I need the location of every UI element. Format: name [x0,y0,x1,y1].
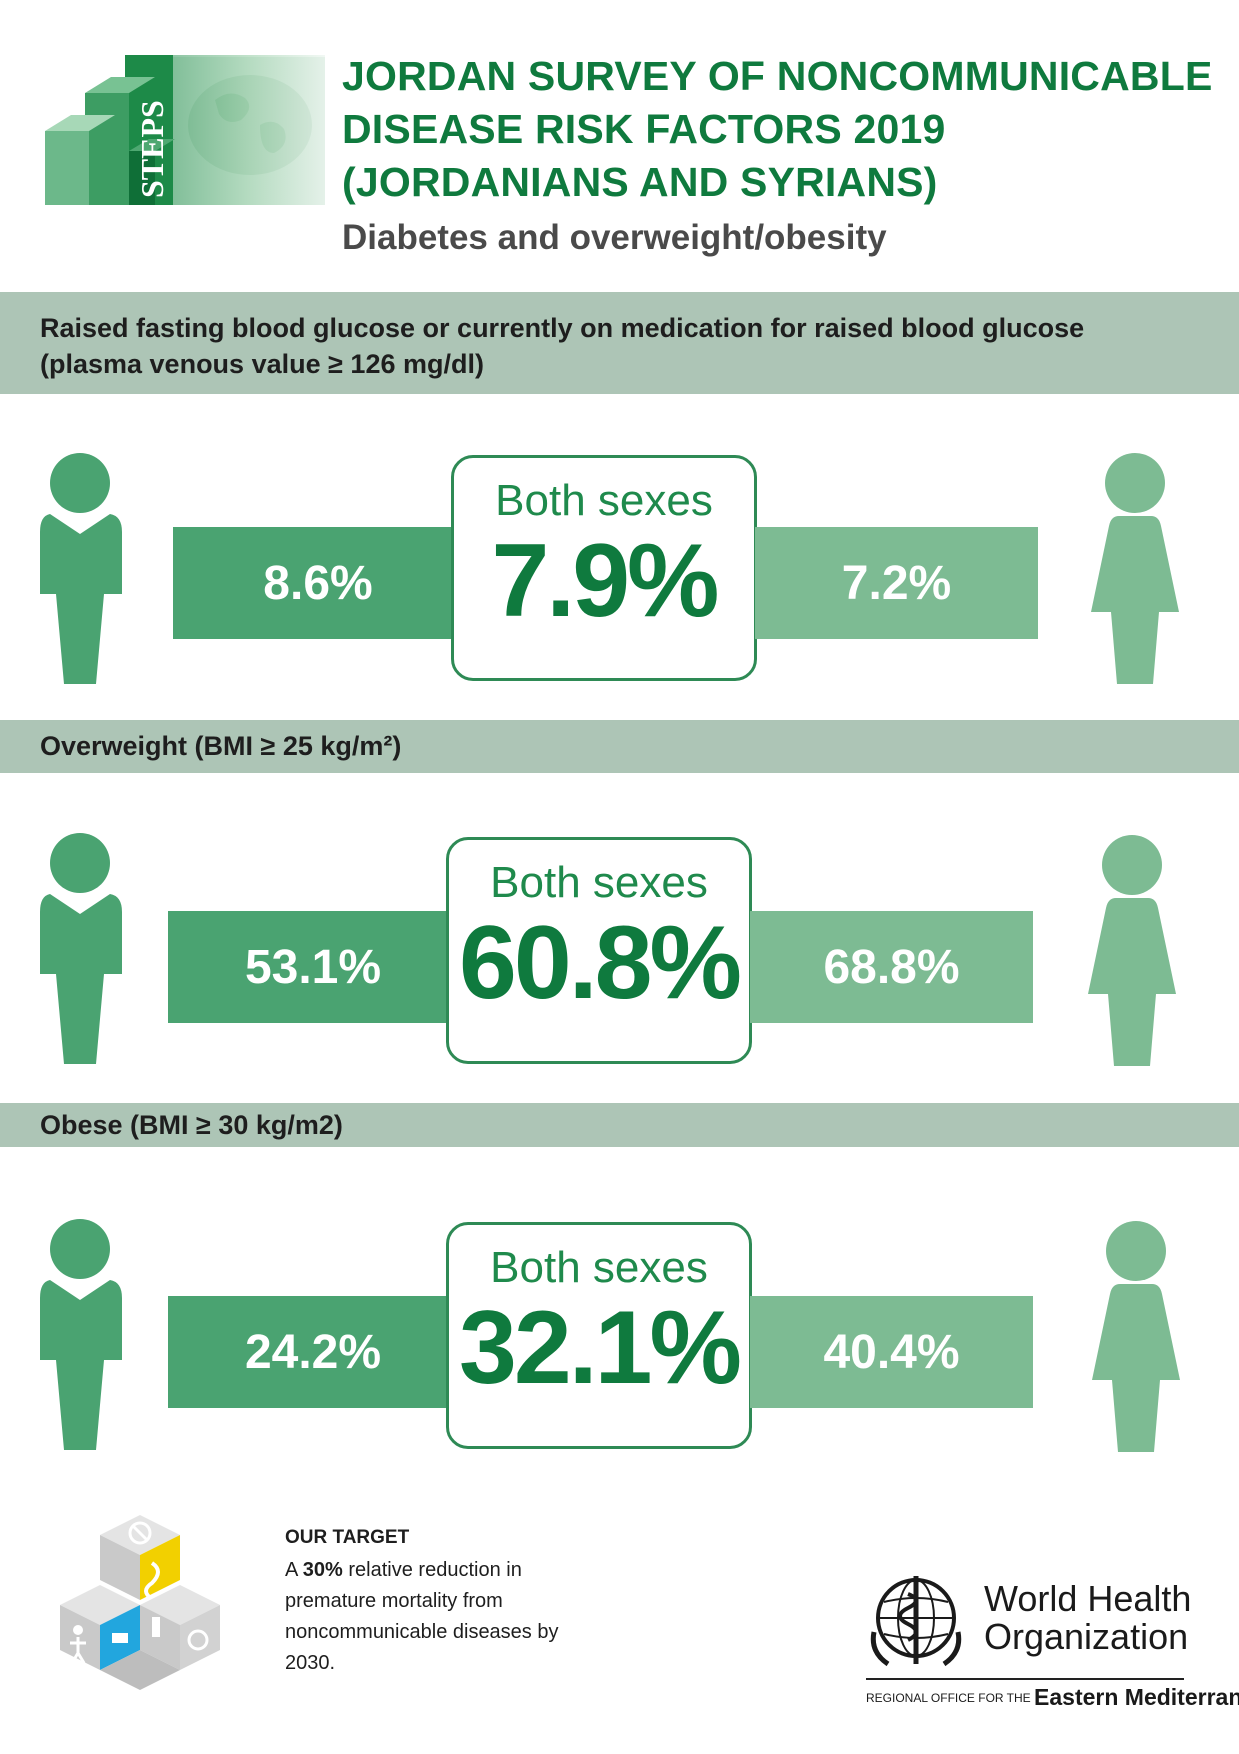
both-sexes-label: Both sexes [495,476,713,525]
male-value-bar: 8.6% [173,527,463,639]
target-percent: 30% [302,1559,343,1581]
male-person-icon [38,832,124,1064]
section-heading-line: Obese (BMI ≥ 30 kg/m2) [40,1110,343,1140]
who-name-line: Organization [984,1616,1189,1657]
ncd-cubes-icon [40,1505,245,1705]
target-title: OUR TARGET [285,1527,410,1548]
both-sexes-value: 7.9% [491,523,719,639]
steps-logo-icon: STEPS [45,55,325,207]
section-heading-obese: Obese (BMI ≥ 30 kg/m2) [0,1103,1239,1147]
title-line: JORDAN SURVEY OF NONCOMMUNICABLE [342,53,1213,99]
who-divider [866,1678,1184,1680]
title-line: (JORDANIANS AND SYRIANS) [342,159,938,205]
page-subtitle: Diabetes and overweight/obesity [342,218,887,257]
who-region: REGIONAL OFFICE FOR THE Eastern Mediterr… [866,1684,1239,1711]
both-sexes-box: Both sexes 7.9% [451,455,757,681]
female-person-icon [1089,452,1181,684]
female-person-icon [1086,834,1178,1066]
female-value-bar: 7.2% [755,527,1038,639]
who-name-line: World Health [984,1578,1192,1619]
both-sexes-value: 32.1% [459,1290,742,1406]
both-sexes-label: Both sexes [490,858,708,907]
section-heading-overweight: Overweight (BMI ≥ 25 kg/m²) [0,720,1239,773]
section-heading-glucose: Raised fasting blood glucose or currentl… [0,292,1239,394]
both-sexes-box: Both sexes 32.1% [446,1222,752,1449]
female-value-bar: 68.8% [750,911,1033,1023]
section-heading-line: Overweight (BMI ≥ 25 kg/m²) [40,731,402,761]
male-value-bar: 53.1% [168,911,458,1023]
who-emblem-icon [866,1572,966,1672]
both-sexes-label: Both sexes [490,1243,708,1292]
male-person-icon [38,452,124,684]
target-text-post: relative reduction in premature mortalit… [285,1559,559,1674]
female-person-icon [1090,1220,1182,1452]
female-value-bar: 40.4% [750,1296,1033,1408]
section-heading-line: Raised fasting blood glucose or currentl… [40,313,1085,343]
male-person-icon [38,1218,124,1450]
who-name: World Health Organization [984,1580,1191,1656]
who-region-prefix: REGIONAL OFFICE FOR THE [866,1691,1035,1705]
title-line: DISEASE RISK FACTORS 2019 [342,106,946,152]
section-heading-line: (plasma venous value ≥ 126 mg/dl) [40,349,484,379]
both-sexes-box: Both sexes 60.8% [446,837,752,1064]
who-region-name: Eastern Mediterranean [1034,1684,1239,1710]
both-sexes-value: 60.8% [459,905,742,1021]
target-text: A 30% relative reduction in premature mo… [285,1555,565,1679]
target-text-pre: A [285,1559,303,1581]
page-title: JORDAN SURVEY OF NONCOMMUNICABLE DISEASE… [342,50,1222,209]
male-value-bar: 24.2% [168,1296,458,1408]
steps-logo-text: STEPS [134,100,170,198]
